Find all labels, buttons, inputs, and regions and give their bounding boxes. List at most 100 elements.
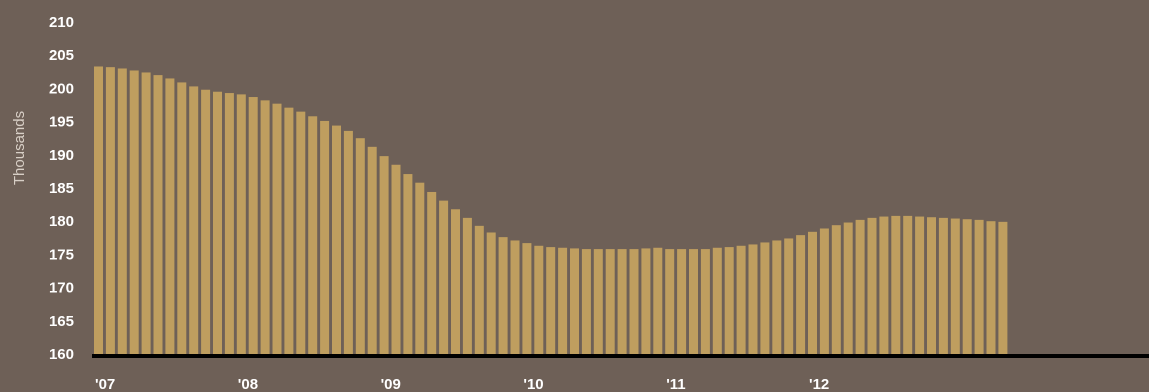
bar — [998, 221, 1008, 354]
bar — [950, 218, 960, 354]
bar — [403, 174, 413, 354]
bar — [355, 138, 365, 354]
bar — [522, 243, 532, 354]
bar — [772, 240, 782, 354]
bar — [153, 75, 163, 355]
bar — [296, 111, 306, 354]
bar — [760, 242, 770, 354]
bar — [260, 100, 270, 354]
bar — [796, 235, 806, 354]
bar — [213, 91, 222, 354]
bar — [593, 249, 603, 354]
y-tick-label: 160 — [49, 346, 74, 363]
x-axis-ticks: '07 '08 '09 '10 '11 '12 — [95, 376, 829, 392]
bar — [915, 216, 925, 354]
x-tick-label: '10 — [523, 376, 543, 392]
bar — [903, 215, 913, 354]
bar — [808, 231, 817, 354]
bar — [724, 247, 734, 354]
bar — [486, 232, 496, 354]
y-tick-label: 185 — [49, 180, 74, 197]
bar — [843, 222, 853, 354]
bar — [974, 219, 984, 354]
bar — [581, 249, 591, 354]
bar — [439, 200, 449, 354]
bar — [236, 94, 246, 354]
bar — [117, 68, 127, 354]
y-tick-label: 175 — [49, 246, 74, 263]
bar — [224, 93, 234, 355]
bar — [379, 156, 389, 354]
bar — [248, 97, 258, 354]
bar — [784, 238, 794, 354]
bar — [641, 248, 651, 354]
bar — [689, 249, 698, 354]
bar — [546, 247, 556, 354]
bar — [938, 217, 948, 354]
bar — [332, 125, 341, 354]
bar — [189, 86, 199, 354]
x-axis-baseline — [92, 354, 1149, 358]
bar — [617, 249, 627, 354]
y-tick-label: 180 — [49, 213, 74, 230]
bar — [201, 89, 211, 354]
bar — [510, 240, 520, 354]
y-tick-label: 210 — [49, 14, 74, 31]
bar — [427, 191, 437, 354]
x-tick-label: '11 — [666, 376, 685, 392]
bar — [94, 66, 103, 355]
bar — [855, 219, 865, 354]
bar — [712, 247, 722, 354]
bar — [367, 146, 377, 354]
bar — [677, 249, 687, 354]
y-tick-label: 170 — [49, 280, 74, 297]
x-tick-label: '09 — [381, 376, 401, 392]
bar — [534, 245, 544, 354]
bar — [653, 247, 663, 354]
bar — [177, 82, 187, 355]
bar — [498, 237, 508, 354]
bar — [831, 225, 841, 354]
bar — [629, 249, 639, 354]
bar — [700, 249, 710, 354]
bar — [165, 78, 175, 354]
x-tick-label: '12 — [809, 376, 829, 392]
bar — [284, 107, 294, 354]
y-tick-label: 165 — [49, 313, 74, 330]
y-tick-label: 195 — [49, 114, 74, 131]
bar — [558, 247, 568, 354]
bar — [736, 245, 746, 354]
bar — [927, 217, 936, 354]
y-tick-label: 205 — [49, 47, 74, 64]
y-tick-label: 190 — [49, 147, 74, 164]
bar — [570, 248, 579, 354]
bar — [748, 244, 758, 354]
bar — [986, 221, 996, 354]
bar — [891, 215, 901, 354]
x-tick-label: '07 — [95, 376, 115, 392]
bar — [879, 216, 889, 354]
bar — [129, 70, 139, 354]
y-axis-ticks: 160 165 170 175 180 185 190 195 200 205 210 — [49, 14, 74, 363]
bar — [665, 249, 675, 354]
bar — [391, 164, 401, 354]
bar — [474, 225, 484, 354]
bar — [308, 116, 318, 354]
bar — [320, 120, 330, 354]
bar — [415, 182, 425, 354]
bars-group — [94, 66, 1008, 355]
bar — [141, 72, 151, 355]
bar — [462, 217, 472, 354]
bar — [819, 228, 829, 354]
bar — [105, 67, 115, 355]
bar — [962, 219, 972, 354]
bar — [867, 217, 877, 354]
y-tick-label: 200 — [49, 80, 74, 97]
bar — [451, 209, 460, 354]
x-tick-label: '08 — [238, 376, 258, 392]
bar — [605, 249, 615, 354]
y-axis-label: Thousands — [11, 111, 28, 185]
bar — [272, 103, 282, 354]
bar — [343, 130, 353, 354]
